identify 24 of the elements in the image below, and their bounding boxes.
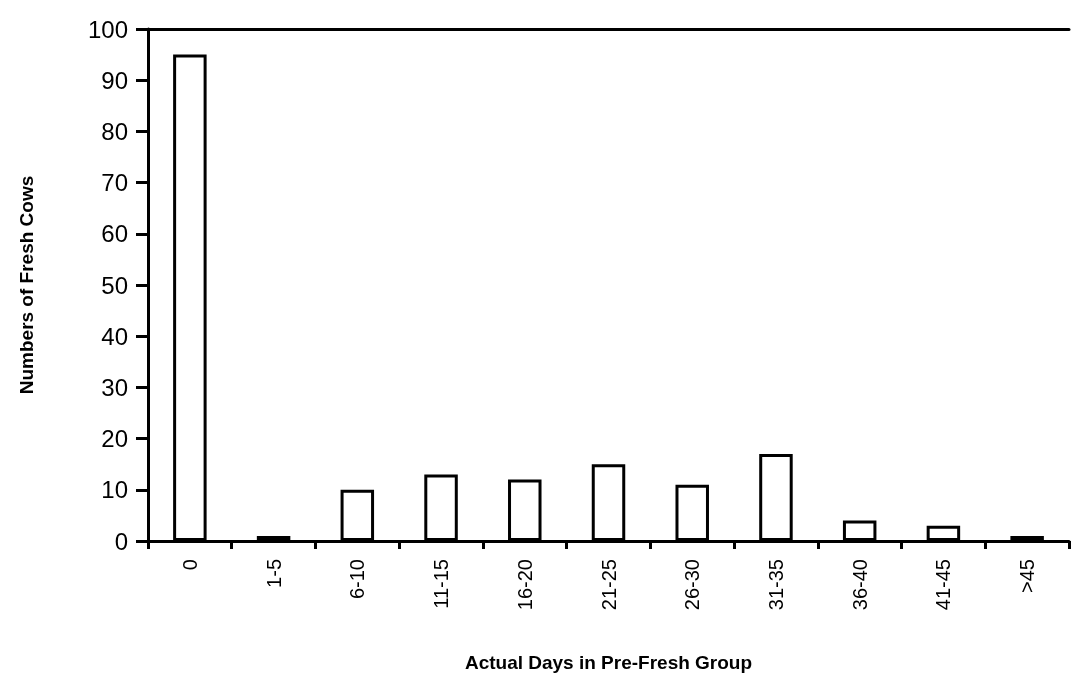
x-tick-label: 41-45 bbox=[932, 559, 955, 611]
y-tick-label: 90 bbox=[101, 66, 128, 94]
x-tick-label: >45 bbox=[1016, 559, 1039, 593]
y-tick-label: 50 bbox=[101, 271, 128, 299]
x-tick-label: 0 bbox=[178, 559, 201, 571]
y-tick-label: 100 bbox=[87, 15, 128, 43]
x-tick-label: 16-20 bbox=[513, 559, 536, 611]
y-tick-label: 80 bbox=[101, 117, 128, 145]
y-axis-title: Numbers of Fresh Cows bbox=[16, 175, 37, 395]
x-tick-label: 21-25 bbox=[597, 559, 620, 611]
y-tick-label: 70 bbox=[101, 169, 128, 197]
y-tick-label: 60 bbox=[101, 220, 128, 248]
y-tick-label: 10 bbox=[101, 476, 128, 504]
x-tick-label: 6-10 bbox=[346, 559, 369, 600]
x-tick-label: 26-30 bbox=[681, 559, 704, 611]
x-tick-label: 36-40 bbox=[848, 559, 871, 611]
x-tick-label: 11-15 bbox=[430, 559, 453, 609]
y-tick-label: 20 bbox=[101, 425, 128, 453]
y-tick-label: 30 bbox=[101, 373, 128, 401]
y-tick-label: 40 bbox=[101, 322, 128, 350]
x-tick-label: 31-35 bbox=[764, 559, 787, 611]
x-tick-label: 1-5 bbox=[262, 559, 285, 588]
y-tick-label: 0 bbox=[114, 527, 128, 555]
x-axis-title: Actual Days in Pre-Fresh Group bbox=[464, 652, 753, 673]
